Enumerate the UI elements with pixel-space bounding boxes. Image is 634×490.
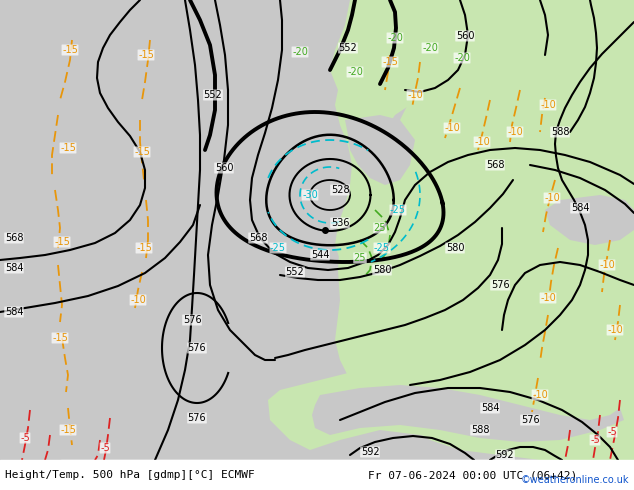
Text: -15: -15	[62, 45, 78, 55]
Text: 580: 580	[446, 243, 464, 253]
Text: 592: 592	[361, 447, 379, 457]
Text: 536: 536	[331, 218, 349, 228]
Text: -5: -5	[590, 435, 600, 445]
Text: -15: -15	[382, 57, 398, 67]
Text: 576: 576	[188, 343, 206, 353]
Text: -15: -15	[138, 50, 154, 60]
Polygon shape	[130, 0, 338, 290]
Text: -20: -20	[387, 33, 403, 43]
Text: 568: 568	[249, 233, 268, 243]
Text: 584: 584	[481, 403, 499, 413]
Text: -10: -10	[130, 295, 146, 305]
Text: 576: 576	[491, 280, 509, 290]
Text: 588: 588	[471, 425, 489, 435]
Text: 552: 552	[286, 267, 304, 277]
Text: 568: 568	[486, 160, 504, 170]
Polygon shape	[338, 0, 634, 450]
Text: -25: -25	[390, 205, 406, 215]
Text: Height/Temp. 500 hPa [gdmp][°C] ECMWF: Height/Temp. 500 hPa [gdmp][°C] ECMWF	[5, 470, 255, 480]
Text: -20: -20	[347, 67, 363, 77]
Text: -15: -15	[60, 425, 76, 435]
Text: 560: 560	[215, 163, 233, 173]
Text: 588: 588	[551, 127, 569, 137]
Polygon shape	[335, 285, 634, 465]
Polygon shape	[0, 0, 338, 460]
Text: 584: 584	[4, 307, 23, 317]
Text: 568: 568	[4, 233, 23, 243]
Text: -10: -10	[607, 325, 623, 335]
Polygon shape	[545, 195, 634, 245]
Text: 544: 544	[311, 250, 329, 260]
Text: -15: -15	[136, 243, 152, 253]
Bar	[0, 460, 634, 490]
Text: 576: 576	[183, 315, 202, 325]
Polygon shape	[330, 0, 450, 265]
Text: -10: -10	[599, 260, 615, 270]
Polygon shape	[345, 115, 415, 185]
Text: 25: 25	[354, 253, 366, 263]
Text: -10: -10	[540, 100, 556, 110]
Text: 580: 580	[373, 265, 391, 275]
Text: 576: 576	[521, 415, 540, 425]
Text: -20: -20	[422, 43, 438, 53]
Text: -10: -10	[407, 90, 423, 100]
Polygon shape	[312, 385, 624, 442]
Text: 584: 584	[571, 203, 589, 213]
Text: 592: 592	[496, 450, 514, 460]
Text: -5: -5	[20, 433, 30, 443]
Text: 552: 552	[339, 43, 358, 53]
Text: -30: -30	[302, 190, 318, 200]
Text: -5: -5	[607, 427, 617, 437]
Text: ©weatheronline.co.uk: ©weatheronline.co.uk	[521, 475, 629, 485]
Text: -25: -25	[270, 243, 286, 253]
Text: 576: 576	[188, 413, 206, 423]
Text: 584: 584	[4, 263, 23, 273]
Polygon shape	[350, 0, 634, 100]
Text: -15: -15	[60, 143, 76, 153]
Text: -10: -10	[532, 390, 548, 400]
Text: -25: -25	[374, 243, 390, 253]
Text: -5: -5	[100, 443, 110, 453]
Text: -10: -10	[474, 137, 490, 147]
Polygon shape	[0, 0, 80, 80]
Bar	[0, 460, 634, 490]
Text: -20: -20	[454, 53, 470, 63]
Polygon shape	[268, 355, 634, 465]
Text: 528: 528	[331, 185, 349, 195]
Text: -10: -10	[507, 127, 523, 137]
Text: Fr 07-06-2024 00:00 UTC (06+42): Fr 07-06-2024 00:00 UTC (06+42)	[368, 470, 577, 480]
Polygon shape	[0, 0, 155, 460]
Text: -15: -15	[54, 237, 70, 247]
Text: -15: -15	[52, 333, 68, 343]
Text: -20: -20	[292, 47, 308, 57]
Text: 25: 25	[374, 223, 386, 233]
Text: -10: -10	[444, 123, 460, 133]
Text: 552: 552	[204, 90, 223, 100]
Text: -10: -10	[540, 293, 556, 303]
Text: -10: -10	[544, 193, 560, 203]
Polygon shape	[0, 90, 60, 145]
Text: -15: -15	[134, 147, 150, 157]
Text: 560: 560	[456, 31, 474, 41]
